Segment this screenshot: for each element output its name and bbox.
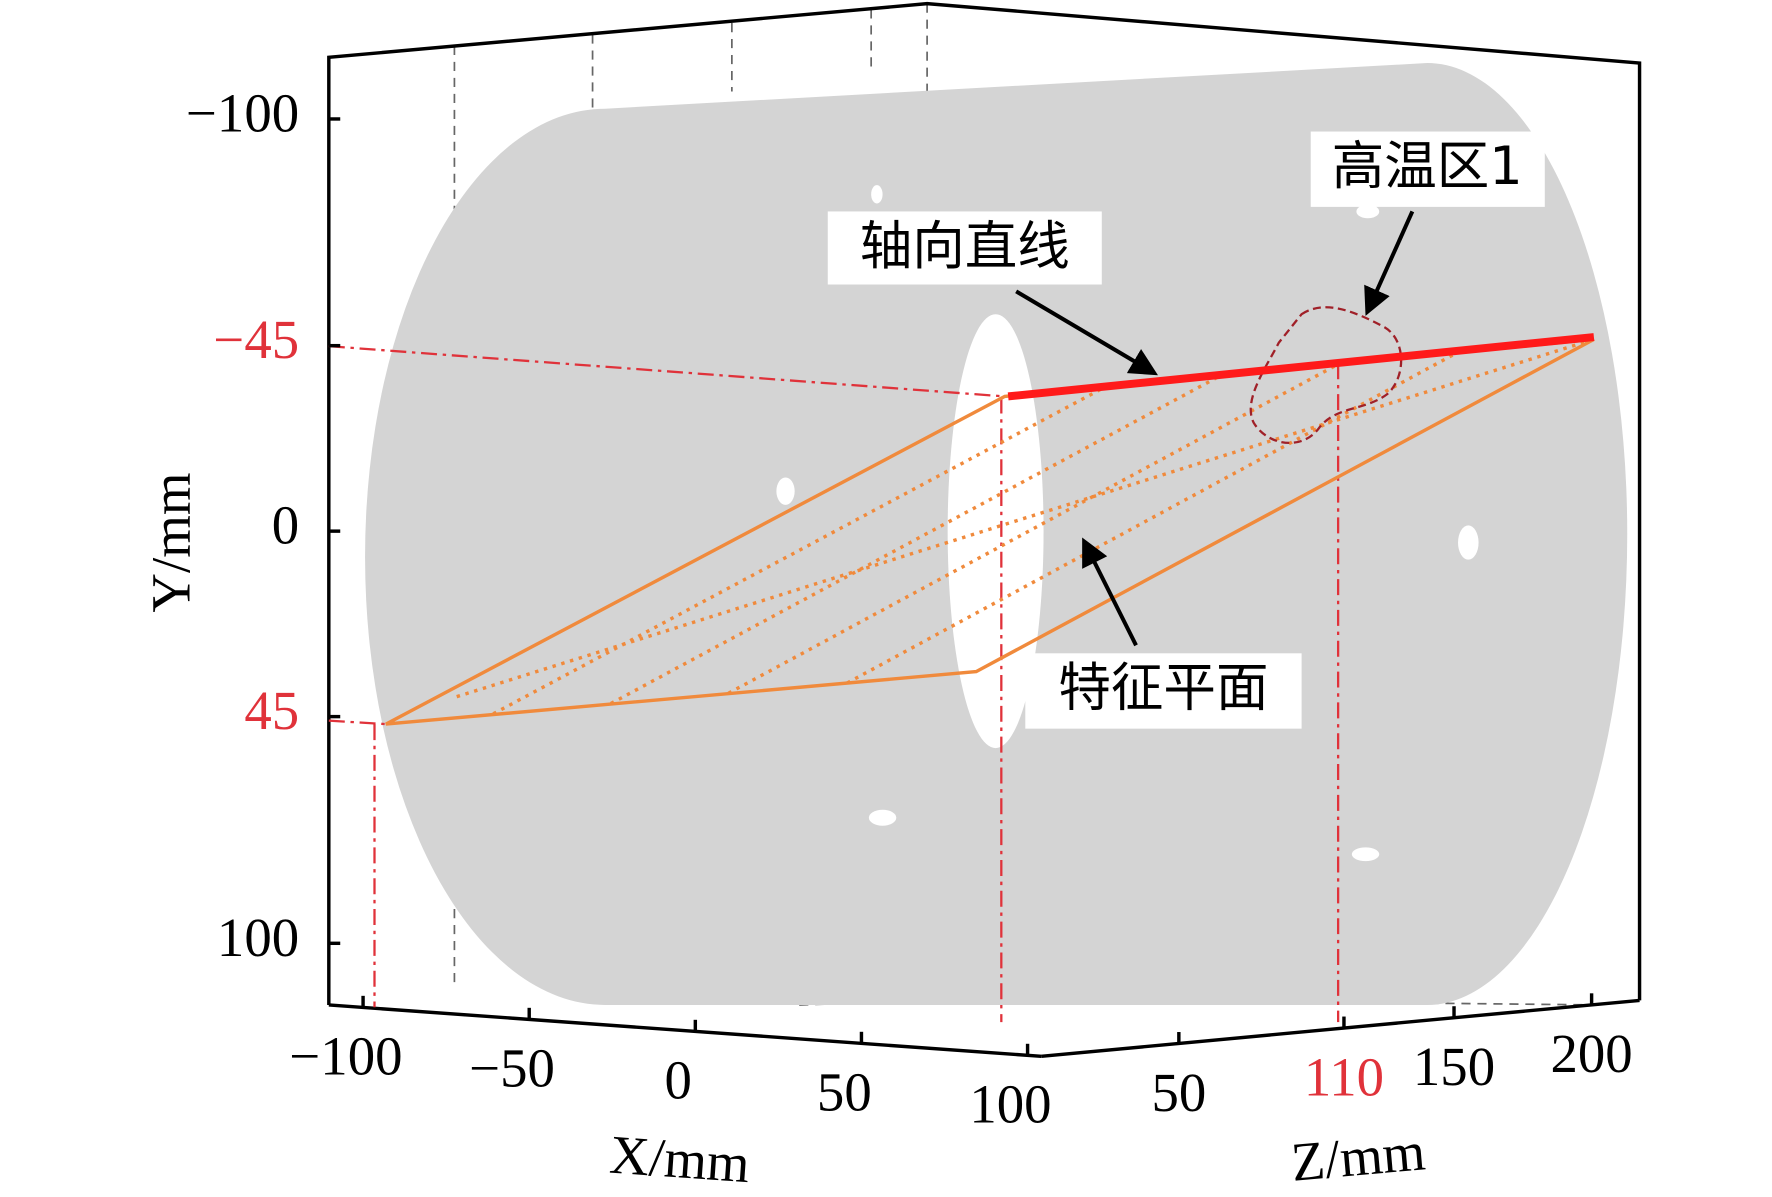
- y-tick-label: −100: [186, 83, 299, 144]
- z-tick-label: 150: [1413, 1036, 1495, 1097]
- x-tick-label: −100: [289, 1026, 402, 1087]
- x-tick-label: −50: [469, 1038, 555, 1099]
- z-tick-label: 50: [1151, 1062, 1206, 1123]
- y-tick-label: 0: [272, 495, 299, 556]
- z-axis-label: Z/mm: [1289, 1120, 1428, 1192]
- annotation: 高温区1: [1332, 136, 1523, 197]
- annotation-box: [1025, 653, 1302, 729]
- y-tick-label: 100: [217, 907, 299, 968]
- x-tick-label: 100: [969, 1074, 1051, 1135]
- x-tick-label: 0: [664, 1050, 691, 1111]
- box-frame: [327, 1, 1642, 1059]
- cylinder-hole: [947, 314, 1044, 749]
- arrows: [1015, 210, 1415, 647]
- y-axis-label: Y/mm: [141, 473, 202, 613]
- z-tick-label: 110: [1304, 1046, 1384, 1107]
- axial-line: [1007, 333, 1595, 401]
- y-tick-label: 45: [244, 680, 299, 741]
- x-axis-label: X/mm: [608, 1124, 752, 1195]
- y-tick-label: −45: [213, 309, 299, 370]
- cylinder-spots: [776, 185, 1479, 862]
- annotation: 特征平面: [1058, 658, 1268, 719]
- annotation: 轴向直线: [860, 216, 1070, 277]
- guide-lines: [328, 345, 1340, 1023]
- z-tick-label: 200: [1551, 1023, 1633, 1084]
- high-temp-zone: [1249, 306, 1403, 444]
- x-tick-label: 50: [817, 1062, 872, 1123]
- annotation-box: [1310, 131, 1545, 207]
- annotation-box: [827, 211, 1102, 285]
